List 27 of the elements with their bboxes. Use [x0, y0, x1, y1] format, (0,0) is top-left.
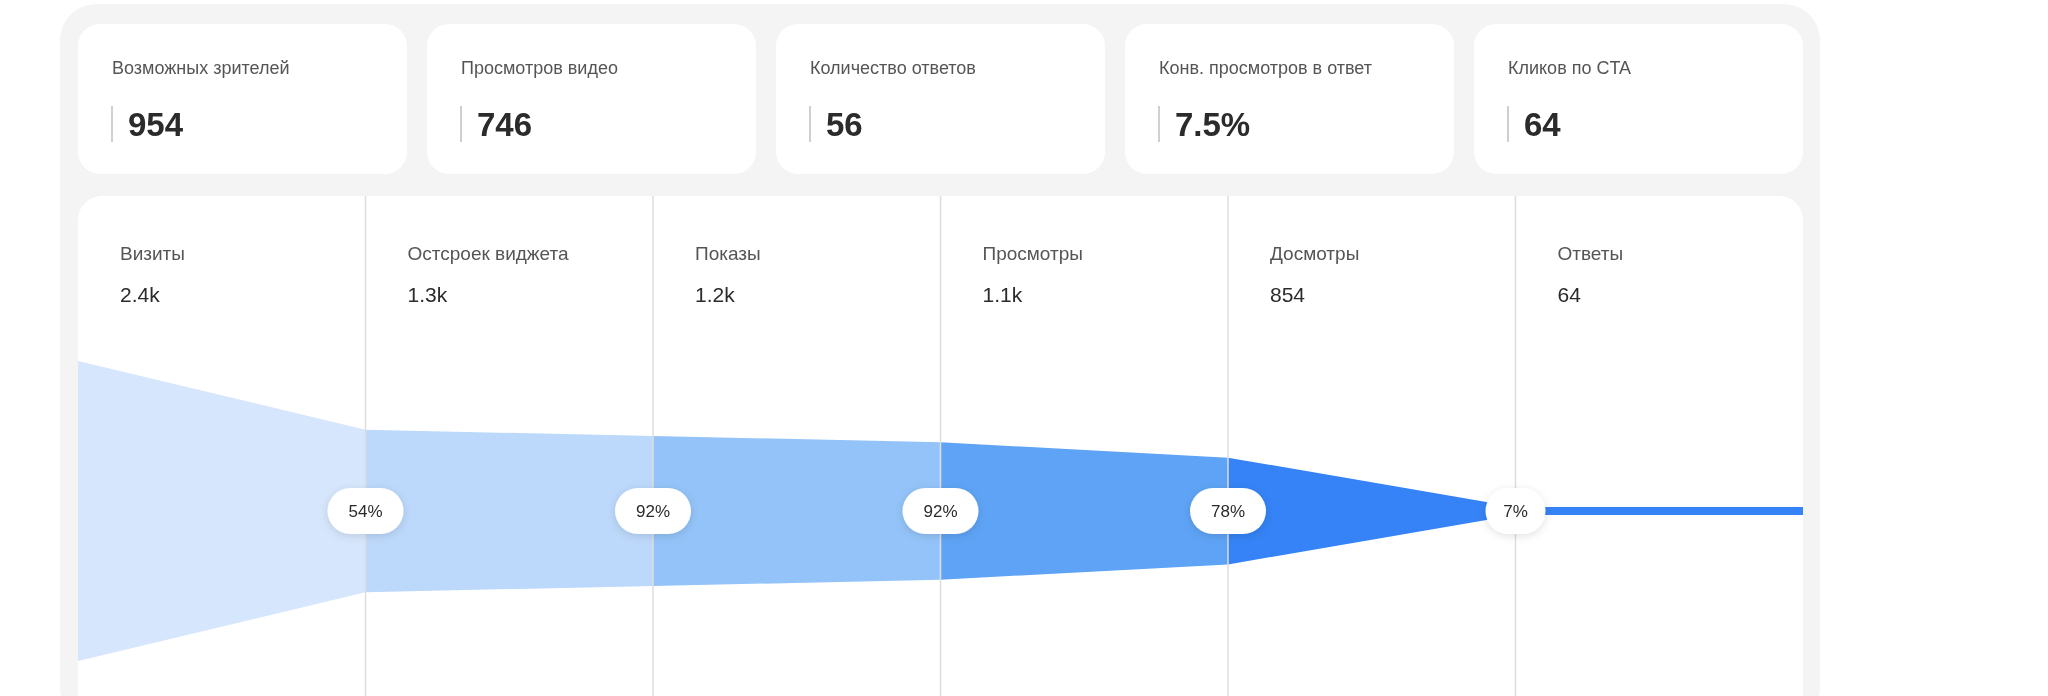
text: Просмотров видео [461, 58, 618, 78]
text: 7.5% [1175, 106, 1251, 143]
category-label: Показы [695, 243, 761, 264]
text: 64 [1524, 106, 1562, 143]
category-label: Остсроек виджета [407, 243, 569, 264]
text: Количество ответов [810, 58, 976, 78]
text: 954 [128, 106, 184, 143]
text: Возможных зрителей [112, 58, 290, 78]
category-label: Ответы [1557, 243, 1624, 264]
text: 746 [477, 106, 533, 143]
text: Конв. просмотров в ответ [1159, 58, 1373, 78]
data-label: 854 [1270, 283, 1306, 306]
data-label: 2.4k [120, 283, 161, 306]
text: 54% [348, 502, 383, 521]
data-label: 1.1k [982, 283, 1023, 306]
text: 56 [826, 106, 863, 143]
text: 78% [1210, 502, 1246, 521]
text: 7% [1503, 502, 1528, 521]
text: Кликов по CTA [1508, 58, 1632, 78]
data-label: 64 [1557, 283, 1582, 306]
category-label: Визиты [120, 243, 185, 264]
category-label: Досмотры [1270, 243, 1360, 264]
text: 92% [635, 502, 671, 521]
text: 92% [923, 502, 958, 521]
category-label: Просмотры [982, 243, 1083, 264]
data-label: 1.2k [695, 283, 736, 306]
data-label: 1.3k [407, 283, 448, 306]
